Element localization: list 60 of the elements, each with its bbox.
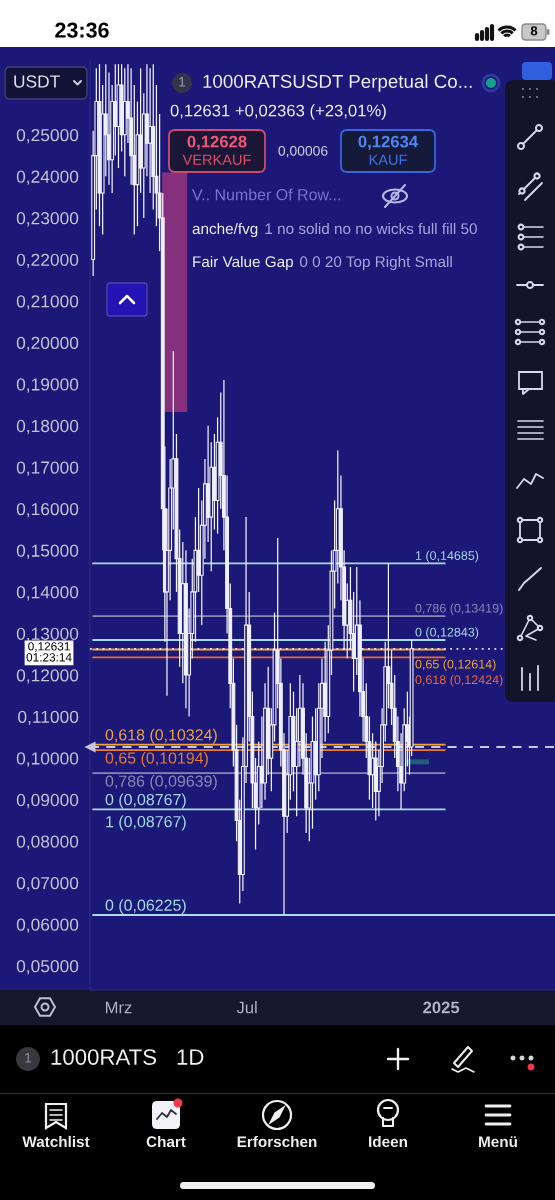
y-tick-label: 0,18000: [16, 419, 79, 435]
ref-line-label: 0,12631 01:23:14: [26, 642, 72, 662]
y-tick-label: 0,15000: [16, 544, 79, 559]
text: Erforschen: [237, 1135, 317, 1148]
text: Ideen: [369, 1135, 408, 1148]
ref-line-label: 0,618 (0,10324): [105, 728, 217, 744]
annotation: 0,00006: [278, 145, 328, 158]
text: Menü: [479, 1136, 517, 1148]
ref-line-label: 0 (0,08767): [105, 793, 186, 809]
text: USDT: [14, 75, 60, 88]
y-tick-label: 0,23000: [16, 212, 79, 227]
y-tick-label: 0,24000: [16, 170, 79, 185]
y-tick-label: 0,09000: [16, 793, 79, 809]
x-tick-label: Mrz: [105, 1001, 132, 1014]
y-tick-label: 0,07000: [16, 876, 79, 892]
annotation: anche/fvg: [192, 222, 258, 238]
text: Chart: [146, 1135, 186, 1148]
annotation: KAUF: [369, 154, 407, 165]
y-tick-label: 0,11000: [18, 710, 79, 726]
annotation: 1 no solid no no wicks full fill 50: [265, 222, 477, 235]
y-tick-label: 0,06000: [16, 918, 79, 933]
annotation: V.. Number Of Row...: [192, 188, 340, 201]
y-tick-label: 0,12000: [16, 669, 79, 684]
annotation: Fair Value Gap: [193, 255, 293, 271]
text: 1000RATSUSDT Perpetual Co...: [203, 74, 472, 92]
annotation: 0,12628: [187, 135, 247, 150]
ref-line-label: 1 (0,14685): [415, 550, 479, 563]
y-tick-label: 0,16000: [16, 502, 79, 518]
ref-line-label: 0 (0,12843): [415, 627, 479, 639]
text: 1000RATS: [51, 1049, 157, 1065]
ref-line-label: 0,786 (0,09639): [105, 775, 217, 790]
y-tick-label: 0,14000: [16, 586, 79, 601]
x-tick-label: Jul: [236, 1001, 257, 1014]
y-tick-label: 0,17000: [16, 461, 79, 476]
ref-line-label: 0 (0,06225): [105, 899, 186, 915]
text: 0,12631 +0,02363 (+23,01%): [170, 104, 386, 120]
text: 1: [25, 1053, 32, 1063]
y-tick-label: 0,10000: [16, 752, 79, 767]
y-tick-label: 0,25000: [16, 128, 79, 144]
text: 1D: [177, 1049, 204, 1065]
y-tick-label: 0,22000: [16, 253, 79, 268]
x-tick-label: 2025: [423, 1001, 460, 1014]
y-tick-label: 0,19000: [16, 378, 79, 393]
annotation: 0,12634: [358, 135, 419, 150]
text: 8: [530, 26, 538, 36]
ref-line-label: 0,618 (0,12424): [415, 674, 503, 687]
annotation: 1: [179, 77, 186, 87]
annotation: 0 0 20 Top Right Small: [299, 255, 452, 271]
y-tick-label: 0,21000: [16, 295, 79, 310]
ref-line-label: 0,65 (0,12614): [415, 659, 496, 671]
annotation: 1 (0,08767): [106, 815, 186, 831]
y-tick-label: 0,08000: [16, 835, 79, 850]
y-tick-label: 0,20000: [16, 336, 79, 352]
text: Watchlist: [22, 1135, 90, 1148]
y-tick-label: 0,05000: [16, 960, 79, 975]
annotation: VERKAUF: [182, 154, 251, 165]
y-tick-label: 0,13000: [16, 627, 79, 642]
text: 23:36: [55, 22, 109, 38]
ref-line-label: 0,65 (0,10194): [105, 752, 208, 767]
ref-line-label: 0,786 (0,13419): [415, 603, 503, 616]
